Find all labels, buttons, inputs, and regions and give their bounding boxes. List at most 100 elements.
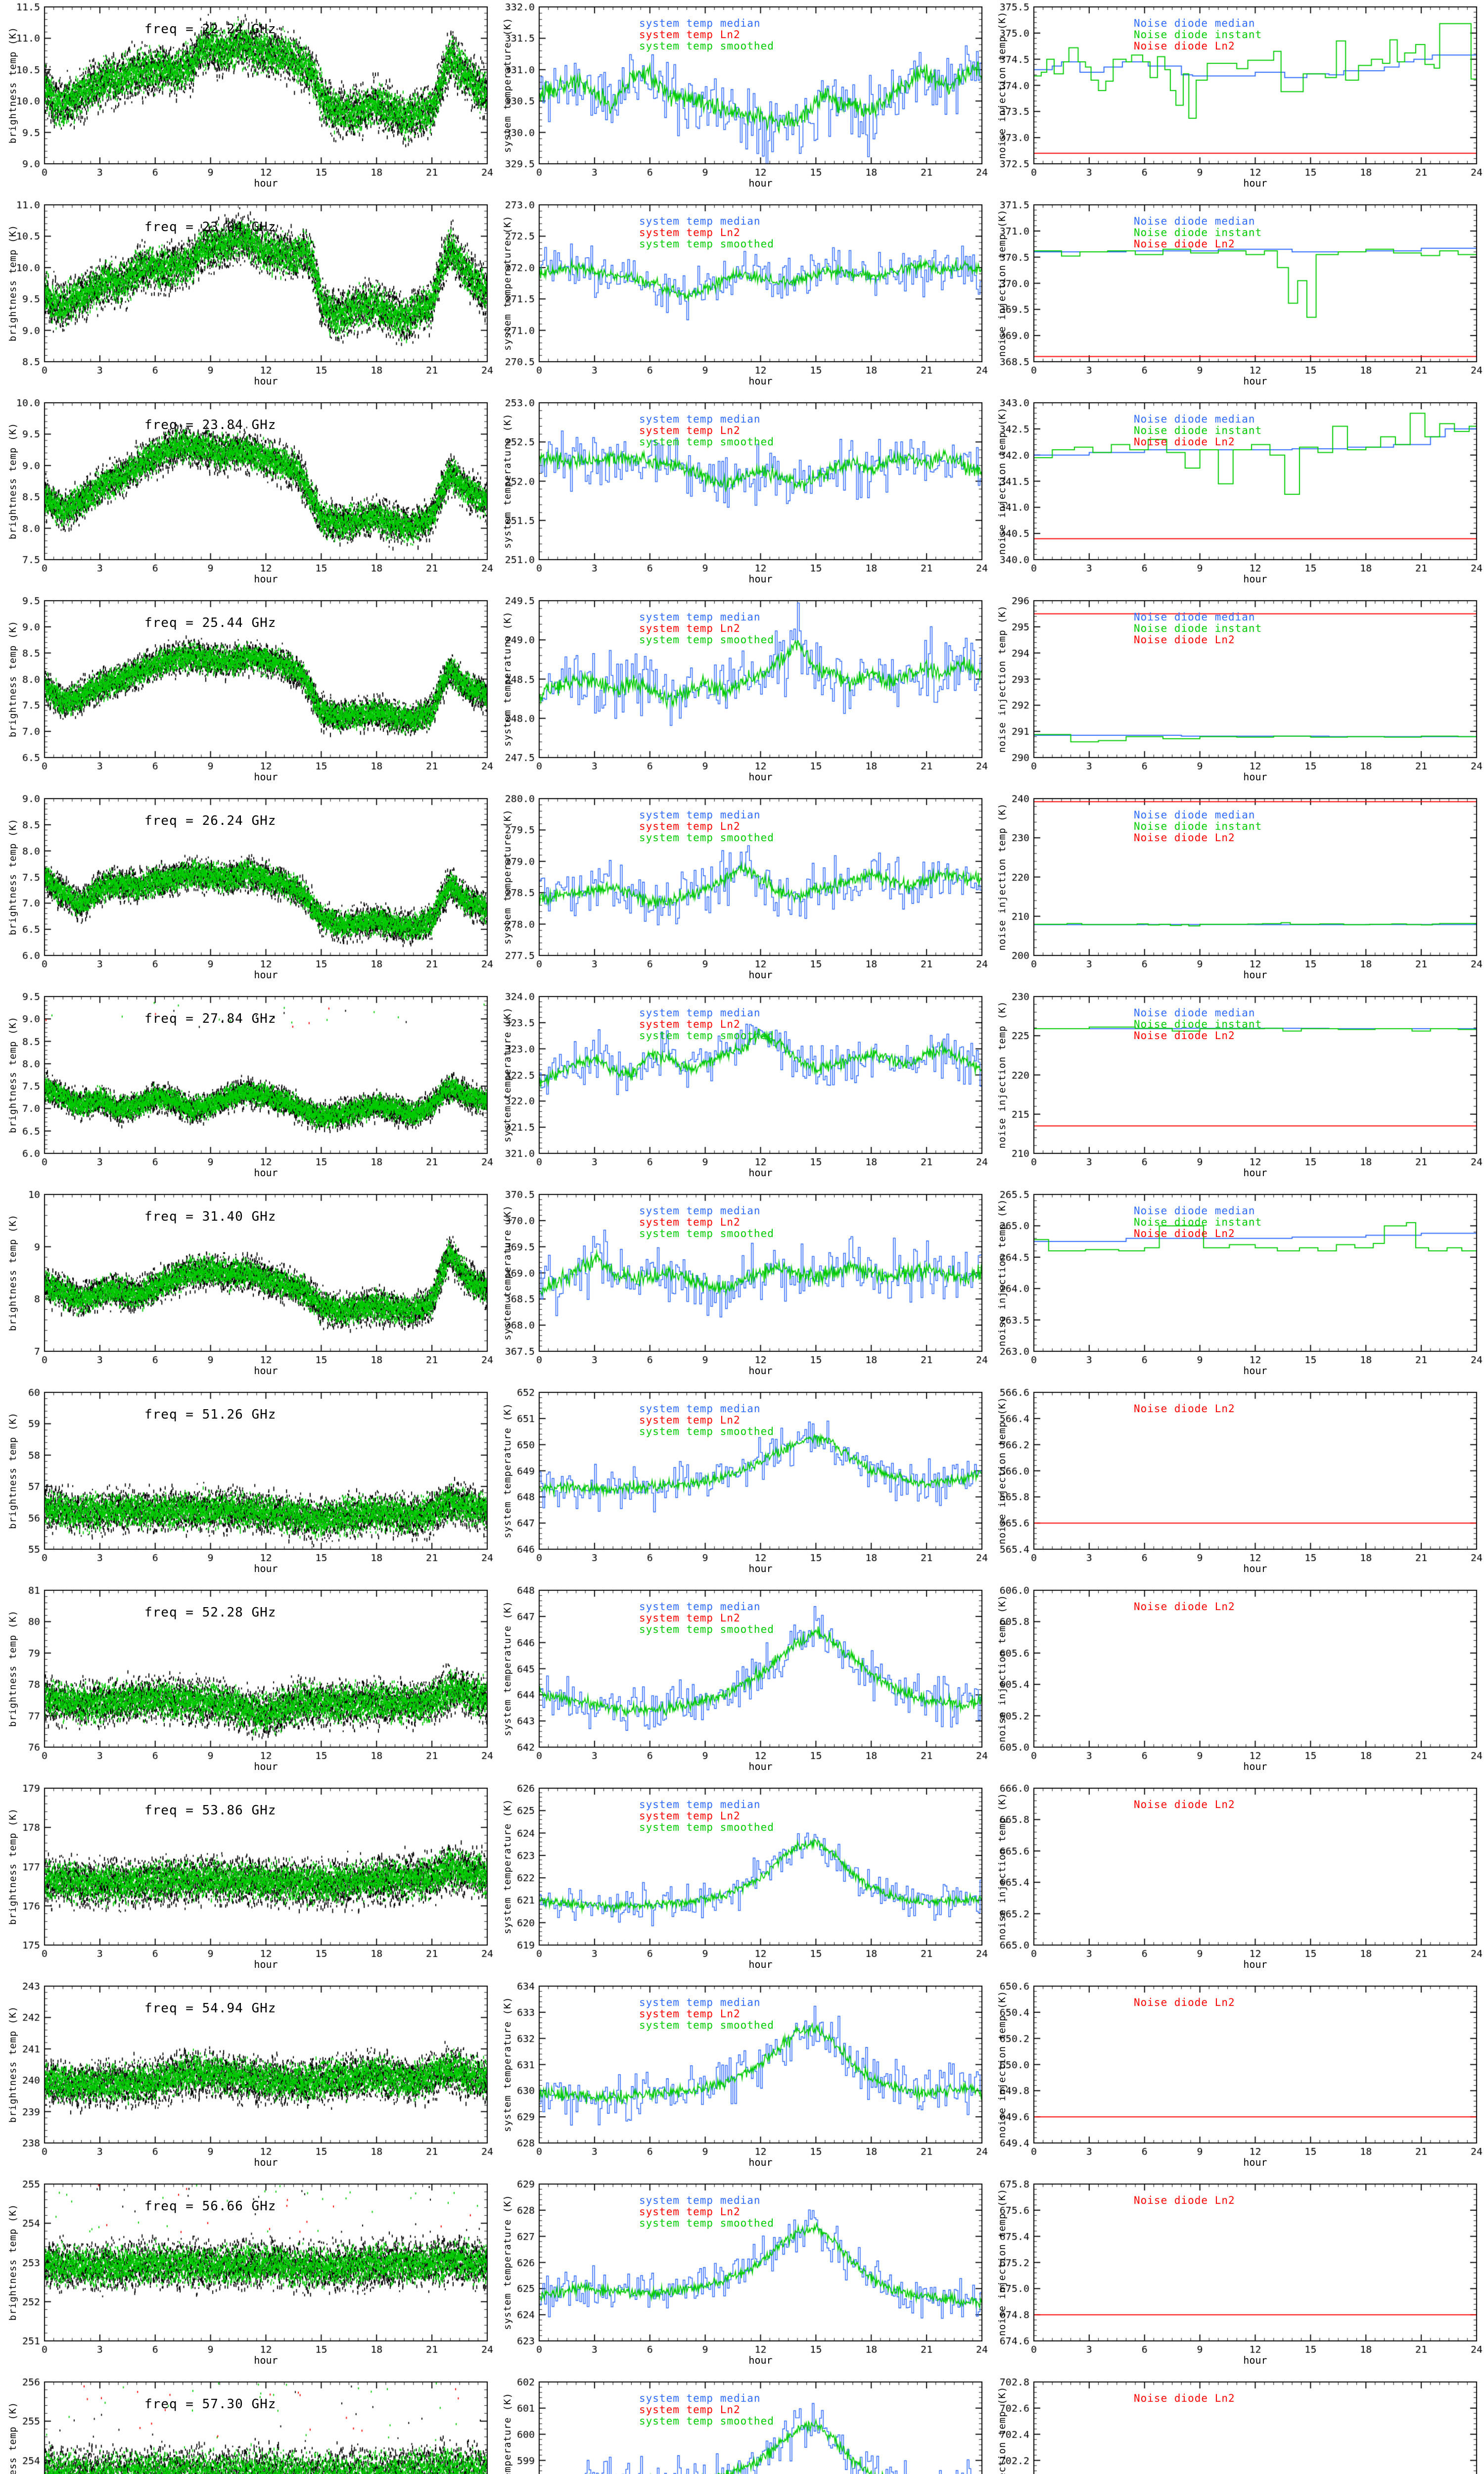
chart-canvas-row4-noise xyxy=(989,594,1484,792)
y-axis-label: noise injection temp (K) xyxy=(997,209,1008,357)
legend-item: system temp smoothed xyxy=(639,832,774,844)
chart-canvas-row5-system xyxy=(495,792,989,990)
y-axis-label: noise injection temp (K) xyxy=(997,803,1008,951)
legend-item: system temp smoothed xyxy=(639,2217,774,2229)
panel-row10-noise: noise injection temp (K) hour Noise diode … xyxy=(989,1781,1484,1979)
legend-item: system temp median xyxy=(639,1205,761,1217)
legend: system temp median system temp Ln2 system … xyxy=(639,1601,774,1635)
legend-item: Noise diode instant xyxy=(1134,29,1262,41)
x-axis-label: hour xyxy=(254,771,278,783)
y-axis-label: noise injection temp (K) xyxy=(997,11,1008,159)
legend-item: system temp Ln2 xyxy=(639,820,741,832)
chart-canvas-row4-system xyxy=(495,594,989,792)
legend-item: system temp smoothed xyxy=(639,1623,774,1635)
legend: Noise diode median Noise diode instant Noi… xyxy=(1134,414,1262,448)
legend-item: system temp Ln2 xyxy=(639,2206,741,2218)
legend-item: Noise diode instant xyxy=(1134,425,1262,436)
y-axis-label: system temperature (K) xyxy=(502,215,513,351)
legend-item: system temp Ln2 xyxy=(639,622,741,634)
legend: system temp median system temp Ln2 system … xyxy=(639,2195,774,2229)
chart-canvas-row7-brightness xyxy=(0,1188,495,1385)
legend-item: Noise diode instant xyxy=(1134,1018,1262,1030)
chart-canvas-row1-noise xyxy=(989,0,1484,198)
legend-item: system temp median xyxy=(639,2194,761,2206)
legend-item: Noise diode Ln2 xyxy=(1134,832,1235,844)
x-axis-label: hour xyxy=(254,969,278,981)
panel-row7-system: system temperature (K) hour system temp me… xyxy=(495,1188,989,1385)
legend-item: Noise diode instant xyxy=(1134,227,1262,238)
x-axis-label: hour xyxy=(254,1760,278,1772)
legend-item: system temp median xyxy=(639,413,761,425)
x-axis-label: hour xyxy=(1243,1958,1267,1970)
legend: Noise diode median Noise diode instant Noi… xyxy=(1134,1007,1262,1042)
legend-item: system temp Ln2 xyxy=(639,2404,741,2416)
y-axis-label: brightness temp (K) xyxy=(7,1016,18,1134)
chart-canvas-row3-brightness xyxy=(0,396,495,594)
legend-item: system temp median xyxy=(639,1007,761,1019)
panel-row4-brightness: brightness temp (K) hour freq = 25.44 GHz xyxy=(0,594,495,792)
panel-row12-noise: noise injection temp (K) hour Noise diode … xyxy=(989,2177,1484,2375)
legend: system temp median system temp Ln2 system … xyxy=(639,1205,774,1239)
y-axis-label: brightness temp (K) xyxy=(7,620,18,738)
panel-row1-noise: noise injection temp (K) hour Noise diode … xyxy=(989,0,1484,198)
legend-item: system temp smoothed xyxy=(639,634,774,646)
freq-title: freq = 53.86 GHz xyxy=(144,1803,277,1818)
y-axis-label: brightness temp (K) xyxy=(7,818,18,936)
y-axis-label: system temperature (K) xyxy=(502,17,513,153)
chart-canvas-row5-brightness xyxy=(0,792,495,990)
freq-title: freq = 56.66 GHz xyxy=(144,2199,277,2214)
x-axis-label: hour xyxy=(1243,1760,1267,1772)
y-axis-label: noise injection temp (K) xyxy=(997,605,1008,753)
y-axis-label: brightness temp (K) xyxy=(7,1610,18,1727)
y-axis-label: system temperature (K) xyxy=(502,809,513,945)
panel-row7-brightness: brightness temp (K) hour freq = 31.40 GHz xyxy=(0,1188,495,1385)
y-axis-label: system temperature (K) xyxy=(502,2194,513,2330)
freq-title: freq = 26.24 GHz xyxy=(144,813,277,828)
legend-item: Noise diode Ln2 xyxy=(1134,634,1235,646)
panel-row1-brightness: brightness temp (K) hour freq = 22.24 GHz xyxy=(0,0,495,198)
legend-item: system temp Ln2 xyxy=(639,1414,741,1426)
panel-row2-system: system temperature (K) hour system temp me… xyxy=(495,198,989,396)
panel-row6-system: system temperature (K) hour system temp me… xyxy=(495,990,989,1188)
x-axis-label: hour xyxy=(1243,177,1267,189)
legend-item: system temp median xyxy=(639,611,761,623)
panel-row10-system: system temperature (K) hour system temp me… xyxy=(495,1781,989,1979)
legend-item: Noise diode median xyxy=(1134,1205,1255,1217)
y-axis-label: brightness temp (K) xyxy=(7,2203,18,2321)
legend-item: system temp Ln2 xyxy=(639,425,741,436)
x-axis-label: hour xyxy=(748,2354,773,2366)
x-axis-label: hour xyxy=(748,2156,773,2168)
legend-item: system temp Ln2 xyxy=(639,227,741,238)
y-axis-label: brightness temp (K) xyxy=(7,224,18,342)
chart-canvas-row12-system xyxy=(495,2177,989,2375)
legend-item: Noise diode instant xyxy=(1134,820,1262,832)
legend: system temp median system temp Ln2 system … xyxy=(639,809,774,844)
y-axis-label: system temperature (K) xyxy=(502,2392,513,2474)
chart-canvas-row8-noise xyxy=(989,1385,1484,1583)
panel-row6-brightness: brightness temp (K) hour freq = 27.84 GHz xyxy=(0,990,495,1188)
y-axis-label: system temperature (K) xyxy=(502,1007,513,1142)
x-axis-label: hour xyxy=(748,1760,773,1772)
y-axis-label: brightness temp (K) xyxy=(7,1214,18,1332)
chart-canvas-row3-system xyxy=(495,396,989,594)
legend-item: Noise diode median xyxy=(1134,215,1255,227)
panel-row4-system: system temperature (K) hour system temp me… xyxy=(495,594,989,792)
legend: system temp median system temp Ln2 system … xyxy=(639,1799,774,1833)
y-axis-label: system temperature (K) xyxy=(502,611,513,747)
freq-title: freq = 23.04 GHz xyxy=(144,220,277,235)
x-axis-label: hour xyxy=(1243,2156,1267,2168)
legend-item: system temp smoothed xyxy=(639,1821,774,1833)
legend: Noise diode median Noise diode instant Noi… xyxy=(1134,809,1262,844)
panel-row11-brightness: brightness temp (K) hour freq = 54.94 GHz xyxy=(0,1979,495,2177)
legend-item: system temp Ln2 xyxy=(639,1612,741,1624)
chart-canvas-row9-brightness xyxy=(0,1583,495,1781)
panel-row12-brightness: brightness temp (K) hour freq = 56.66 GHz xyxy=(0,2177,495,2375)
chart-canvas-row8-system xyxy=(495,1385,989,1583)
freq-title: freq = 54.94 GHz xyxy=(144,2001,277,2016)
chart-canvas-row2-system xyxy=(495,198,989,396)
chart-canvas-row9-noise xyxy=(989,1583,1484,1781)
legend-item: system temp smoothed xyxy=(639,1030,774,1042)
y-axis-label: brightness temp (K) xyxy=(7,1412,18,1529)
x-axis-label: hour xyxy=(1243,771,1267,783)
legend: Noise diode median Noise diode instant Noi… xyxy=(1134,216,1262,250)
